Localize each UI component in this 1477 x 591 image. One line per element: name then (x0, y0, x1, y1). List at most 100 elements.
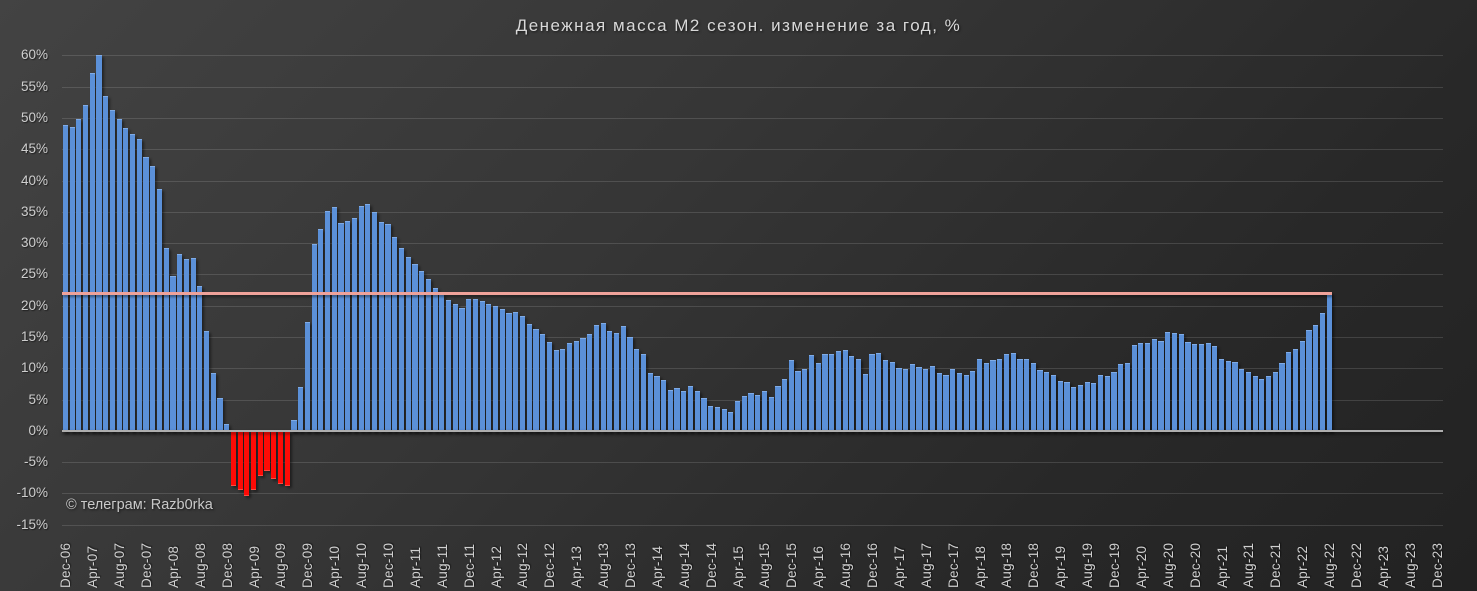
bar (560, 348, 566, 432)
bar (1319, 313, 1325, 432)
gridline (62, 524, 1443, 526)
bar (378, 222, 384, 432)
bar (1225, 360, 1231, 432)
bar (1124, 363, 1131, 432)
x-axis-label: Aug-07 (112, 542, 128, 588)
bar (493, 306, 499, 432)
bar (224, 423, 230, 432)
bar (1212, 346, 1218, 432)
x-axis-label: Dec-20 (1187, 542, 1203, 588)
bar (392, 236, 398, 432)
x-axis-label: Aug-21 (1241, 542, 1257, 588)
bar (385, 223, 391, 432)
bar (304, 321, 310, 432)
bar (1266, 376, 1272, 432)
bar (1111, 371, 1117, 432)
y-axis-label: 35% (20, 203, 48, 219)
bar (237, 430, 243, 490)
bar (1037, 370, 1043, 432)
bar (1185, 341, 1191, 432)
reference-line (62, 292, 1333, 296)
bar (734, 400, 741, 432)
x-axis-label: Apr-19 (1053, 545, 1069, 588)
x-axis-label: Dec-23 (1429, 542, 1445, 588)
y-axis-label: 45% (20, 141, 48, 157)
bar (963, 375, 969, 432)
bar (620, 325, 626, 432)
bar (1252, 376, 1258, 432)
x-axis-label: Apr-22 (1295, 545, 1311, 588)
y-axis-label: 5% (28, 391, 48, 407)
x-axis-label: Apr-11 (407, 546, 423, 588)
y-axis-label: 15% (20, 328, 48, 344)
bar (513, 311, 519, 432)
x-axis-label: Apr-21 (1214, 545, 1230, 588)
bar (345, 221, 351, 432)
x-axis-label: Aug-13 (596, 542, 612, 588)
x-axis-label: Aug-22 (1322, 542, 1338, 588)
bar (479, 300, 485, 432)
bar (1292, 349, 1299, 432)
bar (661, 380, 667, 432)
y-axis-label: 30% (20, 235, 48, 251)
bar (331, 207, 337, 432)
bar (1064, 381, 1070, 432)
bar (788, 360, 794, 432)
x-axis-label: Aug-23 (1402, 542, 1418, 588)
bar (1077, 384, 1083, 432)
bar (486, 303, 492, 432)
bar (1272, 371, 1278, 432)
bar (573, 341, 579, 432)
bar (1030, 363, 1036, 432)
bar (640, 353, 647, 432)
bar (506, 312, 512, 432)
bar (466, 299, 472, 432)
x-axis-label: Apr-07 (85, 545, 101, 588)
chart-title: Денежная масса М2 сезон. изменение за го… (515, 16, 962, 35)
bar (284, 430, 290, 486)
bar (822, 354, 828, 432)
bar (936, 373, 942, 432)
bar (163, 248, 169, 432)
zero-axis-line (62, 429, 1443, 432)
bar (472, 298, 479, 432)
bar (1091, 382, 1097, 432)
bar (553, 350, 559, 432)
bar (1003, 354, 1010, 432)
bar (452, 304, 458, 432)
bar (271, 430, 277, 479)
x-axis-label: Apr-09 (246, 545, 262, 588)
bar (459, 308, 465, 432)
x-axis-label: Dec-19 (1106, 542, 1122, 588)
bar (976, 359, 983, 432)
bar (889, 361, 895, 432)
x-axis-label: Aug-20 (1160, 542, 1176, 588)
bar (69, 126, 75, 432)
bar (1138, 343, 1144, 432)
bar (1071, 387, 1077, 432)
bar (291, 419, 297, 432)
x-axis-label: Apr-16 (811, 545, 827, 588)
bar (849, 355, 855, 432)
bar (835, 351, 841, 432)
bar (862, 374, 868, 432)
x-axis-label: Dec-07 (139, 542, 155, 588)
bar (445, 300, 452, 432)
bar (1178, 334, 1184, 432)
x-axis-label: Dec-15 (784, 542, 800, 588)
bar (338, 223, 344, 432)
bar (1205, 343, 1211, 432)
bar (580, 337, 586, 432)
bar (150, 166, 156, 432)
gridline (62, 336, 1443, 338)
bar (694, 390, 700, 432)
bar (687, 386, 694, 432)
bar (701, 397, 707, 432)
bar (1165, 331, 1171, 432)
x-axis-label: Dec-18 (1026, 542, 1042, 588)
x-axis-label: Aug-18 (999, 542, 1015, 588)
bar (526, 323, 532, 432)
bar (351, 218, 358, 432)
bar (923, 369, 929, 432)
bar (627, 336, 633, 432)
